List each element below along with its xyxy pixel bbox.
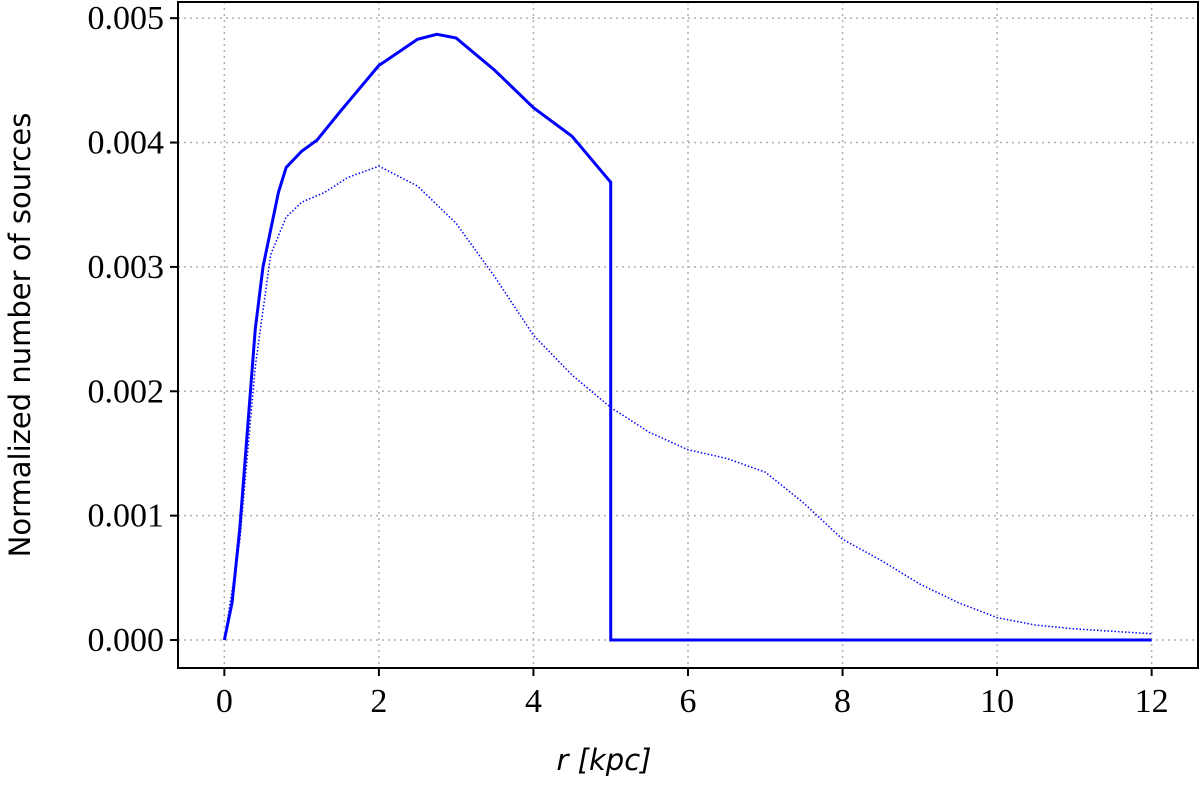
x-tick-label: 8	[834, 683, 851, 720]
y-tick-label: 0.003	[88, 249, 165, 286]
y-tick-label: 0.000	[88, 622, 165, 659]
x-axis-label: r [kpc]	[557, 743, 652, 777]
x-tick-label: 12	[1135, 683, 1169, 720]
y-axis-label: Normalized number of sources	[3, 113, 37, 558]
x-tick-label: 10	[980, 683, 1014, 720]
y-tick-label: 0.004	[88, 125, 165, 162]
y-tick-label: 0.001	[88, 498, 165, 535]
x-tick-label: 2	[370, 683, 387, 720]
y-tick-label: 0.005	[88, 0, 165, 37]
data-line	[222, 32, 1152, 642]
x-tick-label: 4	[525, 683, 542, 720]
plot-frame	[177, 1, 1199, 669]
y-tick-label: 0.002	[88, 373, 165, 410]
x-tick-label: 0	[216, 683, 233, 720]
x-tick-label: 6	[680, 683, 697, 720]
data-line	[223, 165, 1152, 641]
